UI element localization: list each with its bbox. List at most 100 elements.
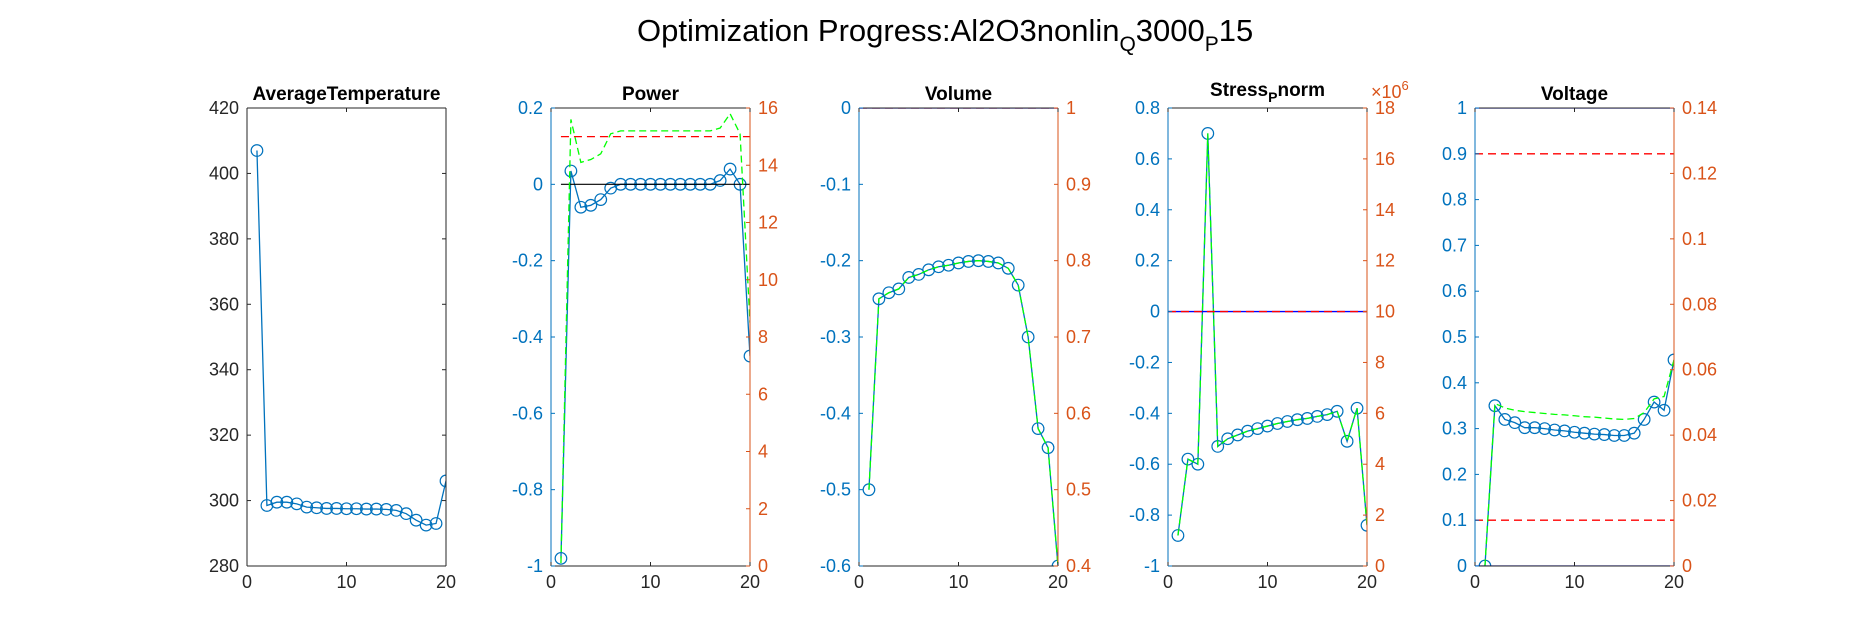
- right-y-tick-label: 0: [758, 556, 768, 576]
- data-point-marker: [360, 502, 373, 516]
- data-point-marker: [554, 551, 568, 565]
- figure-title-sub-p: P: [1205, 33, 1219, 56]
- x-tick-label: 0: [1470, 572, 1480, 592]
- data-point-marker: [310, 501, 324, 515]
- left-y-tick-label: 0.8: [1135, 98, 1160, 118]
- subplot-2: Power 0 10 20 -1 -0.8 -0.6 -0.4 -0.2 0 0.2 0 2 4 6 8 10 1…: [512, 84, 778, 592]
- subplot-series-group: [554, 112, 750, 565]
- right-y-tick-label: 0.06: [1682, 360, 1717, 380]
- data-point-marker: [1637, 413, 1651, 426]
- data-point-marker: [1587, 427, 1601, 441]
- left-y-tick-label: 0: [841, 98, 851, 118]
- right-y-tick-label: 12: [758, 213, 778, 233]
- x-tick-label: 20: [740, 572, 760, 592]
- right-y-tick-label: 8: [758, 327, 768, 347]
- left-y-tick-label: -0.6: [1129, 454, 1160, 474]
- data-point-marker: [713, 174, 727, 187]
- data-point-marker: [1508, 416, 1522, 430]
- data-point-marker: [1340, 434, 1354, 448]
- right-y-tick-label: 0.7: [1066, 327, 1091, 347]
- right-y-tick-label: 16: [1375, 149, 1395, 169]
- right-y-tick-label: 14: [758, 155, 778, 175]
- subplot-1: AverageTemperature 0 10 20 280 300 320 340 360 38…: [209, 84, 456, 592]
- x-tick-label: 10: [948, 572, 968, 592]
- data-point-marker: [280, 495, 294, 509]
- left-y-tick-label: 0.4: [1135, 200, 1160, 220]
- figure-title-end: 15: [1219, 13, 1253, 48]
- right-y-tick-label: 16: [758, 98, 778, 118]
- right-y-tick-label: 6: [758, 384, 768, 404]
- left-y-tick-label: 280: [209, 556, 239, 576]
- right-y-tick-label: 0.6: [1066, 403, 1091, 423]
- data-point-marker: [1558, 424, 1571, 438]
- data-point-marker: [419, 518, 433, 532]
- left-y-tick-label: -0.8: [512, 480, 543, 500]
- left-y-tick-label: 0.1: [1442, 510, 1467, 530]
- series-green-dashed-line: [560, 112, 750, 564]
- data-point-marker: [1280, 415, 1294, 428]
- data-point-marker: [1617, 429, 1631, 442]
- data-point-marker: [1171, 529, 1185, 542]
- series-markers-line: [256, 150, 446, 526]
- data-point-marker: [574, 200, 588, 214]
- data-point-marker: [250, 144, 264, 157]
- data-point-marker: [972, 254, 985, 268]
- right-y-tick-label: 0.4: [1066, 556, 1091, 576]
- data-point-marker: [922, 263, 936, 277]
- left-y-tick-label: 0.6: [1135, 149, 1160, 169]
- data-point-marker: [952, 256, 965, 270]
- left-y-tick-label: -0.2: [512, 251, 543, 271]
- x-tick-label: 0: [242, 572, 252, 592]
- data-point-marker: [1290, 413, 1304, 427]
- data-point-marker: [1251, 422, 1264, 436]
- data-point-marker: [1657, 403, 1671, 417]
- left-y-tick-label: 0.7: [1442, 235, 1467, 255]
- left-y-tick-label: 420: [209, 98, 239, 118]
- data-point-marker: [1607, 429, 1621, 442]
- data-point-marker: [902, 271, 916, 284]
- subplot-title: Volume: [925, 84, 992, 105]
- data-point-marker: [409, 513, 423, 527]
- right-y-tick-label: 0.14: [1682, 98, 1717, 118]
- x-tick-label: 10: [1564, 572, 1584, 592]
- right-y-tick-label: 0.8: [1066, 251, 1091, 271]
- left-y-tick-label: 300: [209, 491, 239, 511]
- subplot-3: Volume 0 10 20 -0.6 -0.5 -0.4 -0.3 -0.2 -0.1 0 0.4 0…: [820, 84, 1091, 592]
- x-tick-label: 0: [546, 572, 556, 592]
- subplot-title: AverageTemperature: [253, 84, 441, 105]
- left-y-tick-label: 360: [209, 294, 239, 314]
- left-y-tick-label: -0.6: [512, 403, 543, 423]
- left-y-tick-label: 0.6: [1442, 281, 1467, 301]
- data-point-marker: [330, 502, 343, 515]
- left-y-tick-label: -0.2: [1129, 352, 1160, 372]
- right-y-tick-label: 14: [1375, 200, 1395, 220]
- left-y-tick-label: -1: [1144, 556, 1160, 576]
- figure-title-mid: 3000: [1136, 13, 1205, 48]
- left-y-tick-label: -0.4: [820, 403, 851, 423]
- left-y-tick-label: 0: [1150, 302, 1160, 322]
- data-point-marker: [723, 162, 737, 176]
- data-point-marker: [439, 474, 446, 488]
- left-y-tick-label: -0.8: [1129, 505, 1160, 525]
- data-point-marker: [320, 502, 334, 515]
- subplot-series-group: [859, 108, 1058, 566]
- data-point-marker: [1330, 404, 1344, 418]
- right-y-tick-label: 12: [1375, 251, 1395, 271]
- right-y-tick-label: 0.9: [1066, 174, 1091, 194]
- data-point-marker: [1647, 395, 1661, 409]
- right-y-tick-label: 0.1: [1682, 229, 1707, 249]
- data-point-marker: [1241, 424, 1254, 438]
- left-y-tick-label: -0.5: [820, 480, 851, 500]
- data-point-marker: [1548, 423, 1561, 437]
- data-point-marker: [594, 193, 608, 207]
- series-green-dashed-line: [1177, 133, 1367, 536]
- left-y-tick-label: 0: [533, 174, 543, 194]
- right-y-tick-label: 18: [1375, 98, 1395, 118]
- data-point-marker: [932, 260, 945, 274]
- data-point-marker: [300, 500, 314, 514]
- right-y-tick-label: 0.08: [1682, 294, 1717, 314]
- data-point-marker: [743, 349, 750, 363]
- data-point-marker: [429, 517, 443, 530]
- x-tick-label: 0: [1163, 572, 1173, 592]
